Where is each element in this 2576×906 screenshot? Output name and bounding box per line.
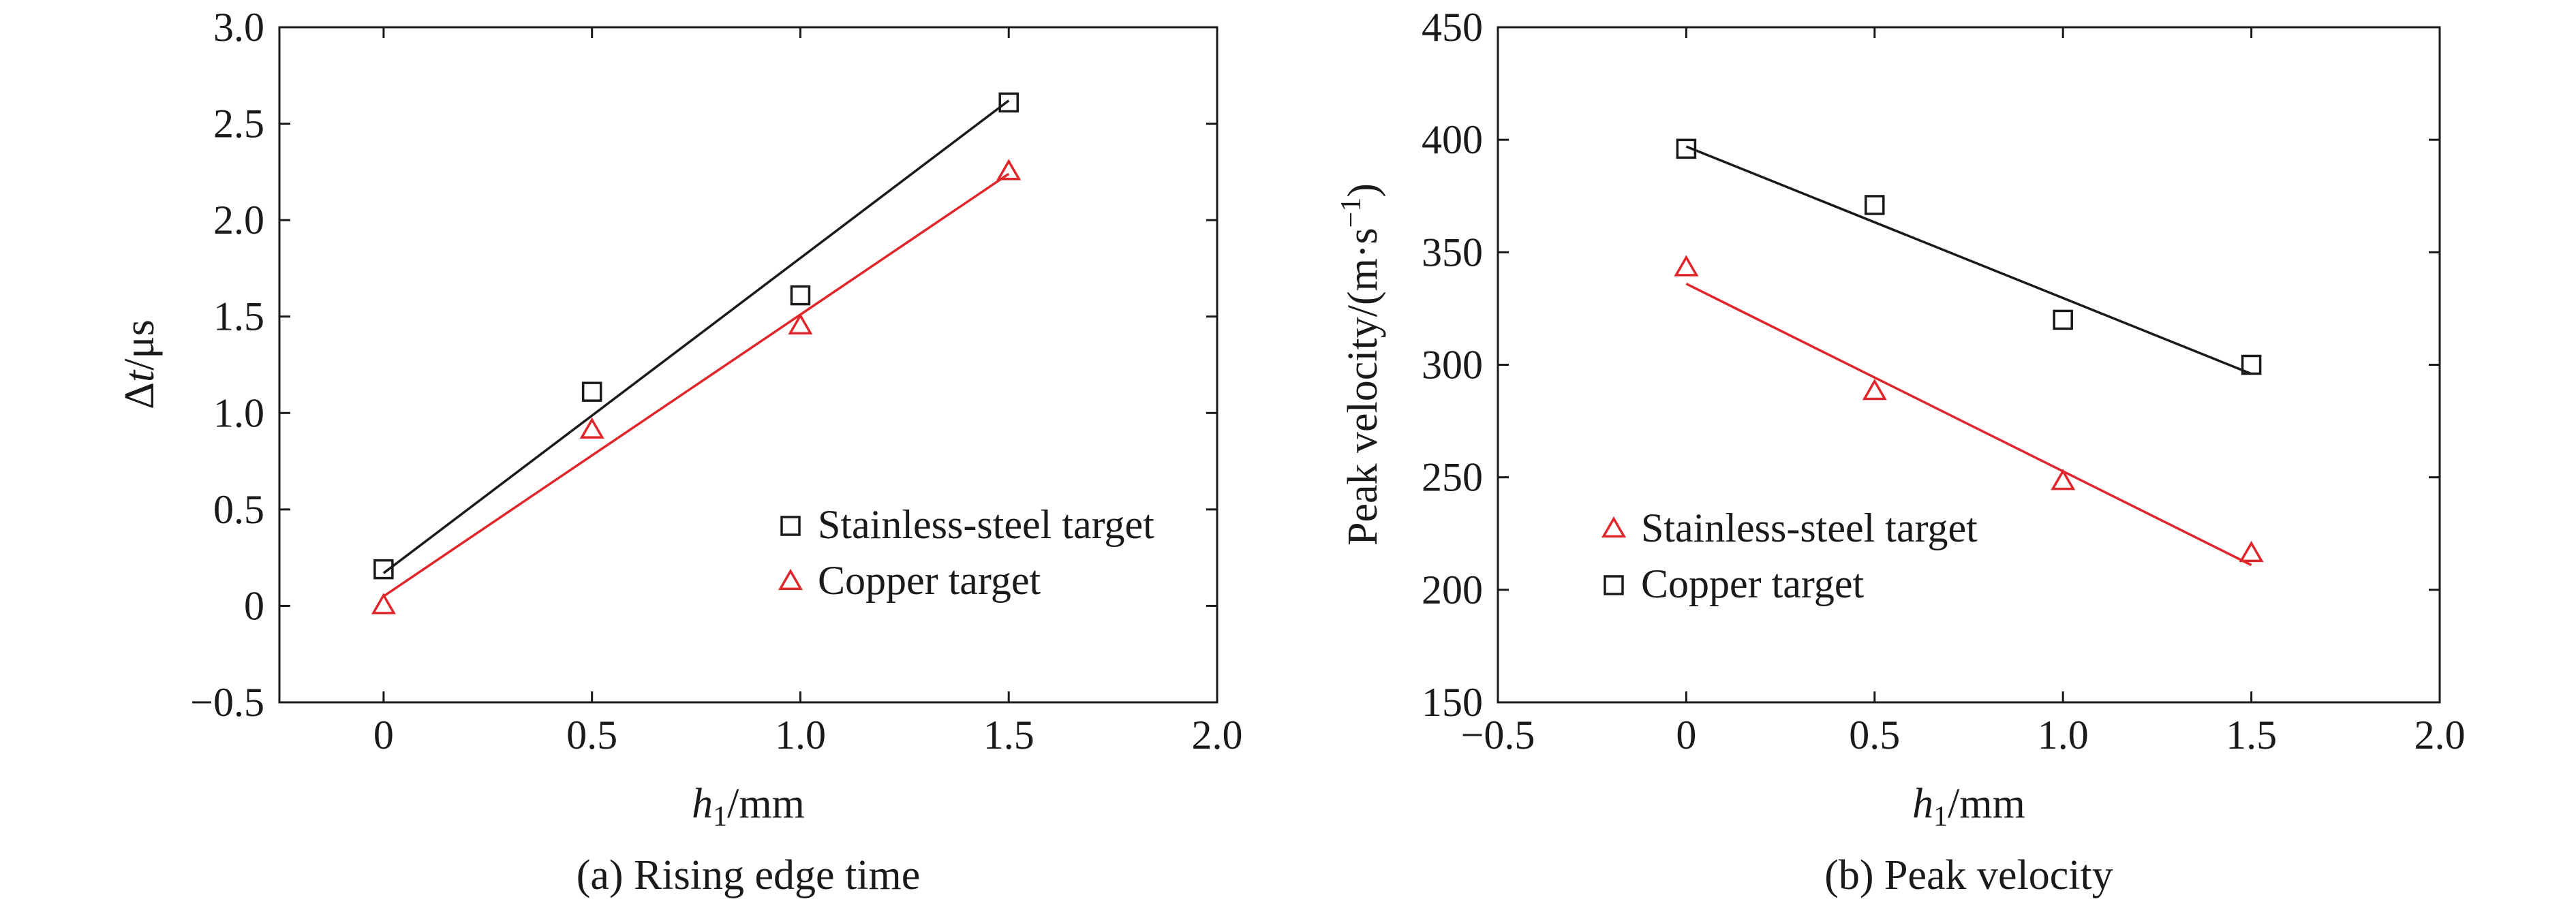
tick-marks-b: −0.5 0 0.5 1.0 1.5 2.0 150 200 250 300 350 400 450 — [1422, 5, 2466, 757]
x-tick-label-a: 1.5 — [983, 713, 1034, 757]
y-tick-label-a: 2.0 — [213, 198, 264, 243]
caption-a: (a) Rising edge time — [577, 852, 920, 899]
x-tick-label-a: 0.5 — [566, 713, 617, 757]
y-tick-label-b: 300 — [1422, 343, 1483, 388]
chart-panel-a: 0 0.5 1.0 1.5 2.0 −0.5 0 0.5 1.0 1.5 2.0 2.5 3.0 Sta… — [117, 5, 1243, 899]
data-point-b-1 — [2241, 354, 2262, 375]
y-tick-label-b: 400 — [1422, 117, 1483, 162]
x-tick-label-b: −0.5 — [1461, 713, 1535, 757]
y-tick-label-b: 350 — [1422, 230, 1483, 275]
data-point-a-1 — [371, 593, 396, 614]
x-tick-label-a: 1.0 — [775, 713, 826, 757]
plot-frame-b — [1497, 26, 2441, 704]
fit-line-b-0 — [1685, 283, 2252, 567]
data-point-b-0 — [2239, 540, 2264, 563]
y-tick-label-b: 250 — [1422, 455, 1483, 500]
legend-b: Stainless-steel target Copper target — [1601, 505, 1978, 606]
legend-a: Stainless-steel target Copper target — [778, 502, 1154, 603]
y-tick-label-a: 0 — [244, 583, 264, 628]
x-axis-label-a: h1/mm — [692, 781, 805, 832]
legend-label-b-0: Stainless-steel target — [1641, 505, 1978, 550]
x-tick-label-a: 0 — [373, 713, 394, 757]
tick-marks-a: 0 0.5 1.0 1.5 2.0 −0.5 0 0.5 1.0 1.5 2.0 2.5 3.0 — [190, 5, 1242, 757]
caption-b: (b) Peak velocity — [1824, 852, 2113, 899]
legend-label-b-1: Copper target — [1641, 561, 1864, 606]
x-tick-label-b: 0.5 — [1849, 713, 1900, 757]
legend-label-a-0: Stainless-steel target — [818, 502, 1154, 547]
data-point-b-0 — [1862, 379, 1887, 401]
data-point-a-1 — [579, 417, 604, 439]
legend-marker-b-1 — [1604, 575, 1624, 595]
y-tick-label-a: 0.5 — [213, 487, 264, 532]
legend-marker-a-0 — [780, 516, 801, 536]
data-point-a-0 — [998, 92, 1019, 113]
x-tick-label-a: 2.0 — [1192, 713, 1243, 757]
data-point-a-0 — [790, 285, 811, 306]
data-point-b-1 — [1676, 138, 1697, 159]
x-tick-label-b: 0 — [1676, 713, 1696, 757]
fit-lines-b — [1685, 145, 2252, 567]
y-axis-label-a: Δt/μs — [117, 319, 163, 409]
plot-frame-a — [278, 26, 1218, 704]
fit-line-a-1 — [382, 172, 1010, 597]
data-point-a-1 — [996, 159, 1022, 181]
data-markers-a — [371, 92, 1022, 614]
fit-line-a-0 — [382, 99, 1010, 574]
y-tick-label-b: 150 — [1422, 680, 1483, 725]
fit-line-b-1 — [1685, 145, 2252, 375]
data-markers-b — [1674, 138, 2264, 563]
legend-marker-a-1 — [778, 568, 803, 591]
y-tick-label-b: 200 — [1422, 567, 1483, 612]
data-point-b-0 — [2051, 469, 2076, 490]
data-point-a-0 — [581, 381, 602, 402]
x-tick-label-b: 1.0 — [2038, 713, 2089, 757]
data-point-b-0 — [1674, 255, 1699, 277]
y-tick-label-a: 2.5 — [213, 101, 264, 146]
x-axis-label-b: h1/mm — [1912, 781, 2025, 832]
data-point-a-1 — [788, 313, 813, 335]
data-point-b-1 — [2053, 309, 2073, 330]
y-tick-label-a: 3.0 — [213, 5, 264, 50]
data-point-b-1 — [1865, 195, 1885, 215]
y-axis-label-b: Peak velocity/(m·s−1) — [1336, 183, 1386, 546]
y-tick-label-a: −0.5 — [190, 680, 264, 725]
chart-panel-b: −0.5 0 0.5 1.0 1.5 2.0 150 200 250 300 350 400 450 S… — [1336, 5, 2466, 899]
y-tick-label-b: 450 — [1422, 5, 1483, 50]
y-tick-label-a: 1.5 — [213, 294, 264, 339]
x-tick-label-b: 2.0 — [2414, 713, 2466, 757]
legend-label-a-1: Copper target — [818, 558, 1041, 603]
data-point-a-0 — [373, 559, 394, 580]
y-tick-label-a: 1.0 — [213, 390, 264, 435]
x-tick-label-b: 1.5 — [2226, 713, 2277, 757]
legend-marker-b-0 — [1601, 516, 1627, 538]
fit-lines-a — [382, 99, 1010, 597]
